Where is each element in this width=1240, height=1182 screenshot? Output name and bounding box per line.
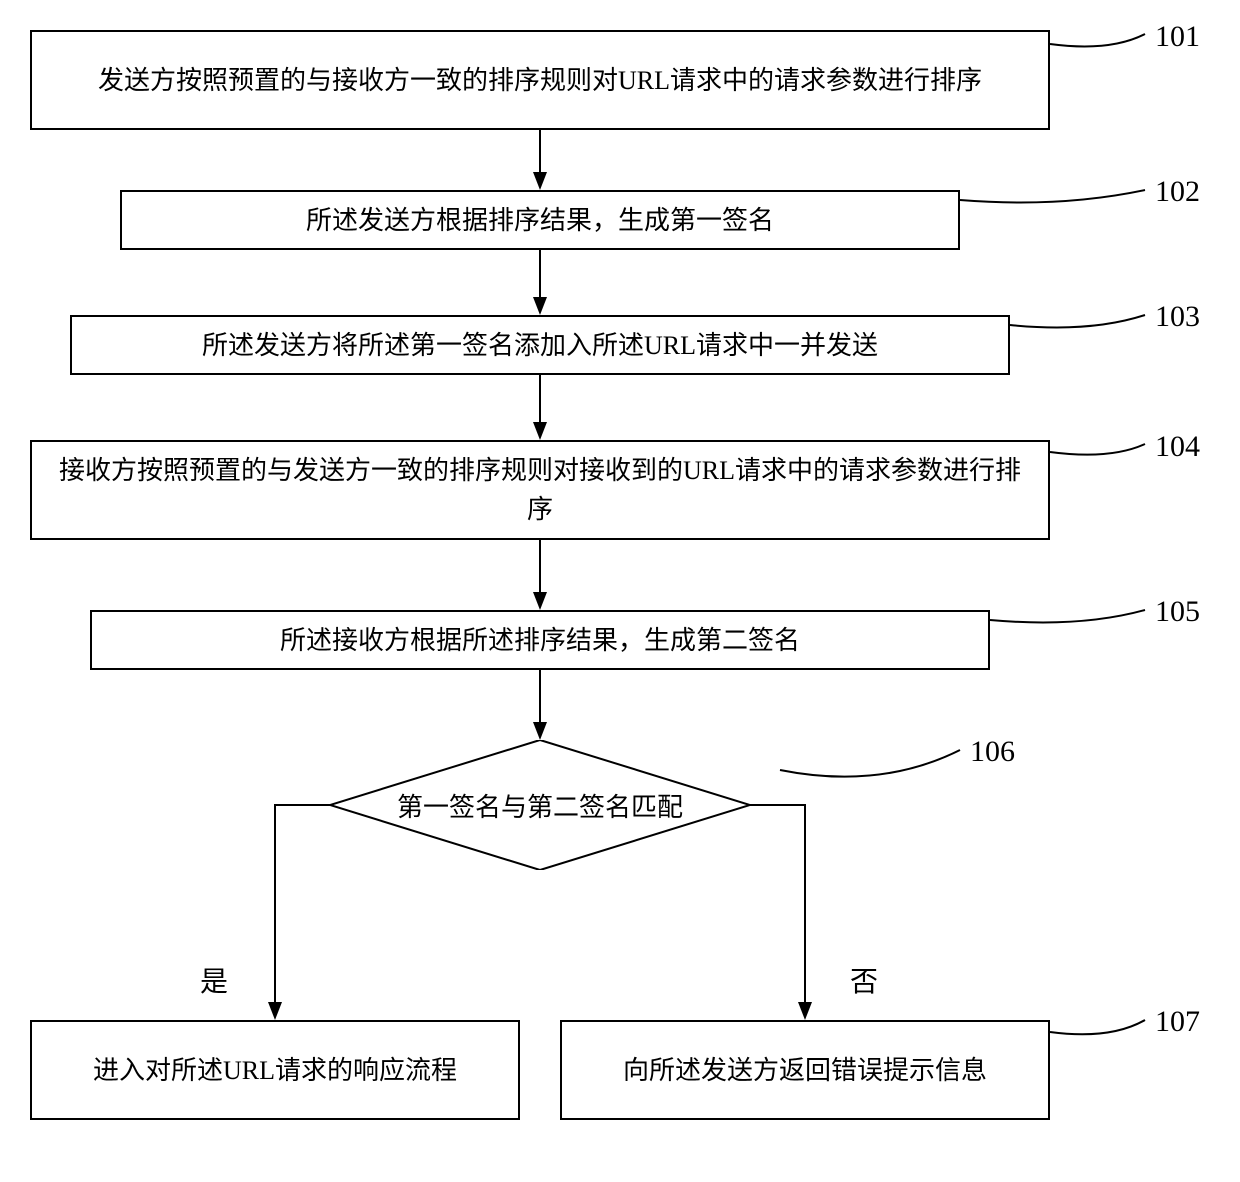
step-102-number: 102 bbox=[1155, 175, 1200, 209]
edge-yes-label: 是 bbox=[200, 960, 228, 1000]
step-104-text: 接收方按照预置的与发送方一致的排序规则对接收到的URL请求中的请求参数进行排序 bbox=[52, 451, 1028, 529]
step-102-text: 所述发送方根据排序结果，生成第一签名 bbox=[306, 201, 774, 240]
step-107-number: 107 bbox=[1155, 1005, 1200, 1039]
step-103-text: 所述发送方将所述第一签名添加入所述URL请求中一并发送 bbox=[202, 326, 878, 365]
step-104-number: 104 bbox=[1155, 430, 1200, 464]
step-105-box: 所述接收方根据所述排序结果，生成第二签名 bbox=[90, 610, 990, 670]
step-106-number: 106 bbox=[970, 735, 1015, 769]
step-107a-text: 进入对所述URL请求的响应流程 bbox=[93, 1051, 457, 1090]
flowchart-canvas: 发送方按照预置的与接收方一致的排序规则对URL请求中的请求参数进行排序 101 … bbox=[0, 0, 1240, 1182]
step-103-number: 103 bbox=[1155, 300, 1200, 334]
step-107b-box: 向所述发送方返回错误提示信息 bbox=[560, 1020, 1050, 1120]
edge-no-label: 否 bbox=[850, 960, 878, 1000]
step-106-decision: 第一签名与第二签名匹配 bbox=[330, 740, 750, 870]
step-103-box: 所述发送方将所述第一签名添加入所述URL请求中一并发送 bbox=[70, 315, 1010, 375]
step-102-box: 所述发送方根据排序结果，生成第一签名 bbox=[120, 190, 960, 250]
step-101-box: 发送方按照预置的与接收方一致的排序规则对URL请求中的请求参数进行排序 bbox=[30, 30, 1050, 130]
step-105-text: 所述接收方根据所述排序结果，生成第二签名 bbox=[280, 621, 800, 660]
step-101-text: 发送方按照预置的与接收方一致的排序规则对URL请求中的请求参数进行排序 bbox=[98, 61, 982, 100]
step-107a-box: 进入对所述URL请求的响应流程 bbox=[30, 1020, 520, 1120]
step-101-number: 101 bbox=[1155, 20, 1200, 54]
step-107b-text: 向所述发送方返回错误提示信息 bbox=[623, 1051, 987, 1090]
step-104-box: 接收方按照预置的与发送方一致的排序规则对接收到的URL请求中的请求参数进行排序 bbox=[30, 440, 1050, 540]
step-105-number: 105 bbox=[1155, 595, 1200, 629]
step-106-text: 第一签名与第二签名匹配 bbox=[330, 740, 750, 870]
connectors-svg bbox=[0, 0, 1240, 1182]
